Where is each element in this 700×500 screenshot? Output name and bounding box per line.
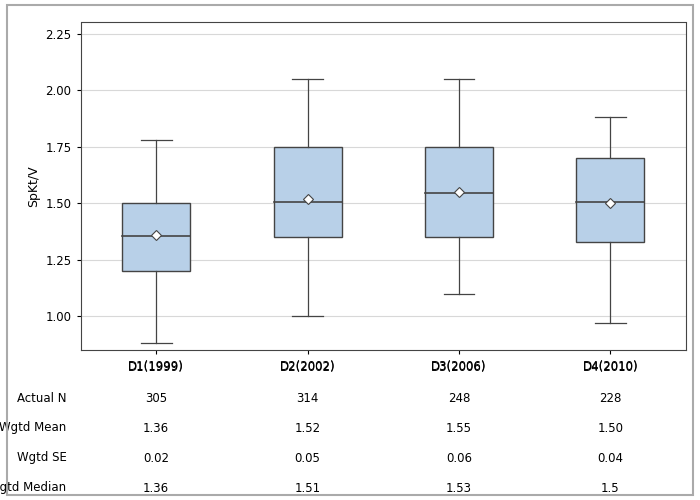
Bar bbox=[576, 158, 645, 242]
Text: 1.52: 1.52 bbox=[295, 422, 321, 434]
Text: D4(2010): D4(2010) bbox=[582, 362, 638, 374]
Text: 314: 314 bbox=[296, 392, 318, 404]
Text: Wgtd SE: Wgtd SE bbox=[17, 452, 66, 464]
Text: D2(2002): D2(2002) bbox=[280, 362, 335, 374]
Text: D1(1999): D1(1999) bbox=[128, 362, 184, 374]
Text: 0.05: 0.05 bbox=[295, 452, 321, 464]
Text: 248: 248 bbox=[448, 392, 470, 404]
Text: 0.06: 0.06 bbox=[446, 452, 472, 464]
Text: D3(2006): D3(2006) bbox=[431, 362, 486, 374]
Text: 1.50: 1.50 bbox=[597, 422, 623, 434]
Text: 1.5: 1.5 bbox=[601, 482, 620, 494]
Text: 0.04: 0.04 bbox=[597, 452, 623, 464]
Text: 1.36: 1.36 bbox=[143, 422, 169, 434]
Bar bbox=[425, 146, 493, 237]
Text: 1.51: 1.51 bbox=[295, 482, 321, 494]
Bar bbox=[122, 203, 190, 271]
Bar bbox=[274, 146, 342, 237]
Text: Wgtd Mean: Wgtd Mean bbox=[0, 422, 66, 434]
Text: 0.02: 0.02 bbox=[144, 452, 169, 464]
Y-axis label: SpKt/V: SpKt/V bbox=[27, 166, 40, 207]
Text: 1.55: 1.55 bbox=[446, 422, 472, 434]
Text: 1.53: 1.53 bbox=[446, 482, 472, 494]
Text: Actual N: Actual N bbox=[17, 392, 66, 404]
Text: Wgtd Median: Wgtd Median bbox=[0, 482, 66, 494]
Text: 1.36: 1.36 bbox=[143, 482, 169, 494]
Text: 228: 228 bbox=[599, 392, 622, 404]
Text: 305: 305 bbox=[145, 392, 167, 404]
